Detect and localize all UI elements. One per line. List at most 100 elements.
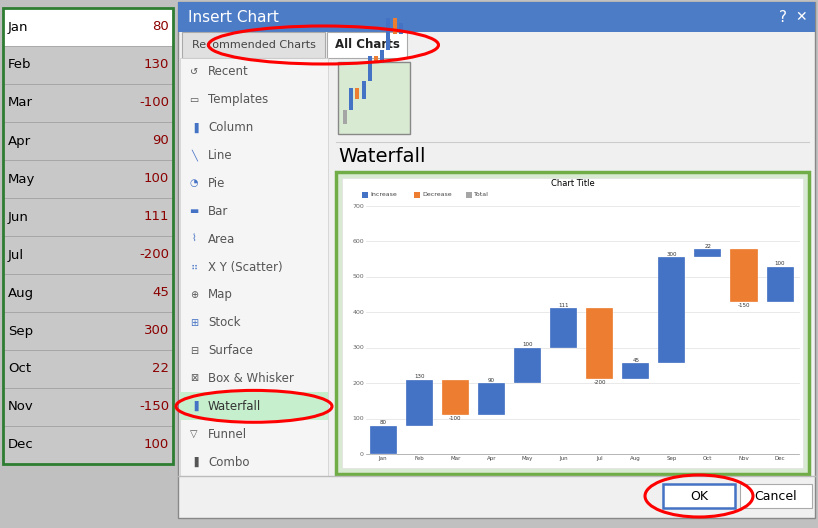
Text: ⊞: ⊞ (190, 318, 198, 328)
Text: 500: 500 (353, 275, 364, 279)
Bar (3, 312, 173, 350)
Text: 130: 130 (414, 374, 425, 379)
Bar (478, 383, 505, 415)
Bar (180, 58, 328, 476)
Bar (338, 62, 410, 134)
Bar (374, 55, 378, 63)
Text: 80: 80 (152, 21, 169, 33)
Text: Sep: Sep (667, 456, 677, 461)
Text: ⠶: ⠶ (191, 262, 198, 272)
Text: X Y (Scatter): X Y (Scatter) (208, 260, 283, 274)
Text: 300: 300 (667, 251, 677, 257)
Text: Increase: Increase (370, 193, 397, 197)
Text: -100: -100 (449, 416, 461, 420)
Text: Map: Map (208, 288, 233, 301)
Bar (3, 274, 173, 312)
Bar (370, 426, 397, 454)
Text: Jun: Jun (560, 456, 568, 461)
Text: Box & Whisker: Box & Whisker (208, 372, 294, 385)
Text: ⌇: ⌇ (191, 234, 196, 244)
Text: Bar: Bar (208, 205, 228, 218)
Text: Jun: Jun (8, 211, 29, 223)
Bar (343, 110, 347, 124)
Bar (730, 249, 757, 303)
Text: 80: 80 (380, 420, 387, 425)
Text: Recommended Charts: Recommended Charts (191, 40, 316, 50)
Text: Total: Total (474, 193, 489, 197)
Bar (3, 426, 173, 464)
Text: Waterfall: Waterfall (208, 400, 261, 413)
Text: May: May (522, 456, 533, 461)
Text: 22: 22 (152, 363, 169, 375)
Text: ▐: ▐ (191, 457, 198, 467)
Bar (178, 2, 815, 518)
Text: ✕: ✕ (795, 10, 807, 24)
Text: OK: OK (690, 489, 708, 503)
Bar (3, 160, 173, 198)
Bar (3, 122, 173, 160)
Text: 700: 700 (353, 203, 364, 209)
Bar (3, 236, 173, 274)
Text: 90: 90 (488, 378, 495, 383)
Bar (442, 380, 469, 415)
Text: 200: 200 (353, 381, 364, 385)
Bar (342, 178, 803, 468)
Bar (550, 308, 577, 348)
Bar (393, 18, 397, 34)
Text: 600: 600 (353, 239, 364, 244)
Text: Combo: Combo (208, 456, 249, 468)
Bar (399, 23, 402, 34)
Bar (336, 172, 809, 474)
Text: -200: -200 (139, 249, 169, 261)
Text: ?: ? (779, 10, 787, 24)
Bar (658, 257, 685, 363)
Text: 300: 300 (353, 345, 364, 350)
Text: -200: -200 (593, 380, 606, 385)
Text: All Charts: All Charts (335, 39, 399, 52)
Text: 111: 111 (143, 211, 169, 223)
Bar (663, 484, 735, 508)
Text: 45: 45 (152, 287, 169, 299)
Bar (182, 32, 325, 58)
Bar (514, 348, 541, 383)
Bar (406, 380, 433, 426)
Bar (380, 50, 384, 63)
Text: ⊠: ⊠ (190, 373, 198, 383)
Text: 100: 100 (522, 342, 533, 347)
Bar (3, 46, 173, 84)
Text: Nov: Nov (8, 401, 34, 413)
Text: 45: 45 (632, 358, 639, 363)
Text: 100: 100 (144, 438, 169, 451)
Text: ▽: ▽ (191, 429, 198, 439)
Text: Jul: Jul (8, 249, 24, 261)
Text: Waterfall: Waterfall (338, 146, 425, 165)
Text: ▐: ▐ (191, 401, 198, 411)
Text: 300: 300 (144, 325, 169, 337)
Bar (178, 2, 815, 32)
Bar (3, 388, 173, 426)
Text: Jan: Jan (379, 456, 388, 461)
Text: Mar: Mar (8, 97, 33, 109)
Bar (3, 198, 173, 236)
Bar (3, 8, 173, 464)
Text: Recent: Recent (208, 65, 249, 79)
Bar (414, 192, 420, 198)
Text: 100: 100 (353, 416, 364, 421)
Text: Dec: Dec (775, 456, 785, 461)
Text: Apr: Apr (487, 456, 497, 461)
Text: Funnel: Funnel (208, 428, 247, 441)
Text: ⊕: ⊕ (190, 290, 198, 300)
Text: ╲: ╲ (191, 150, 197, 162)
Text: 400: 400 (353, 310, 364, 315)
Text: 111: 111 (559, 303, 569, 308)
Text: Feb: Feb (8, 59, 32, 71)
Bar (362, 192, 368, 198)
Bar (3, 350, 173, 388)
Bar (622, 363, 649, 379)
Text: Apr: Apr (8, 135, 31, 147)
Bar (368, 55, 372, 81)
Text: ⊟: ⊟ (190, 346, 198, 355)
Bar (362, 81, 366, 99)
Text: Oct: Oct (8, 363, 31, 375)
Text: Decrease: Decrease (422, 193, 452, 197)
